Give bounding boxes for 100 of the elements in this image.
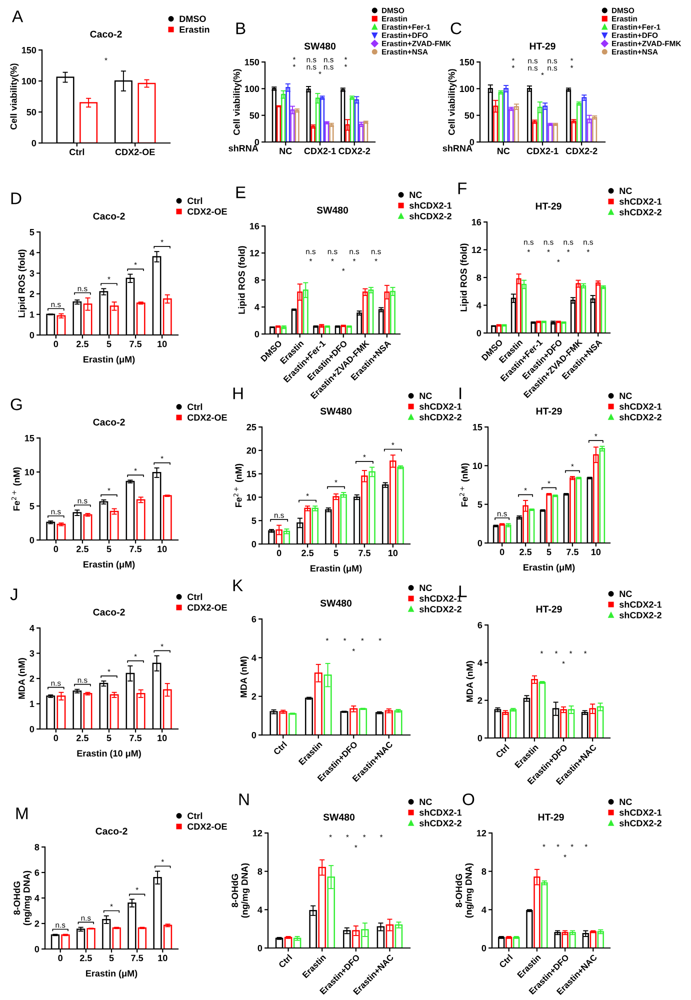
x-tick-label: NC (498, 148, 510, 154)
legend-label: shCDX2-2 (619, 612, 662, 618)
x-tick-label: 7.5 (131, 954, 144, 962)
chart-title: SW480 (304, 42, 336, 50)
x-tick-label: 2.5 (76, 340, 88, 348)
x-axis-title: Erastin (μM) (310, 564, 362, 574)
y-tick-label: 4 (478, 660, 482, 666)
text: O (462, 793, 474, 806)
y-tick-label: 150 (460, 58, 474, 66)
x-tick-label: 2.5 (520, 548, 532, 556)
chart-title: SW480 (320, 408, 352, 415)
y-tick-label: 8 (254, 276, 260, 284)
y-tick-label: 20 (246, 447, 256, 454)
bar (56, 524, 66, 540)
x-tick-label: 10 (158, 340, 167, 348)
y-tick-label: 2 (30, 675, 34, 682)
y-tick-label: 15 (472, 424, 482, 430)
x-tick-label: 5 (106, 734, 112, 742)
x-tick-label: 5 (109, 954, 114, 962)
legend-label: Ctrl (188, 403, 202, 410)
legend-label: shCDX2-2 (619, 208, 662, 216)
legend-label: Ctrl (188, 812, 202, 820)
x-tick-label: 10 (158, 734, 167, 742)
y-tick-label: 2 (252, 693, 256, 700)
y-axis-title: MDA (nM) (18, 658, 27, 699)
y-tick-label: 16 (472, 218, 482, 226)
y-tick-label: 0 (476, 330, 482, 336)
y-tick-label: 50 (250, 112, 260, 119)
x-tick-label: 10 (158, 954, 168, 962)
y-tick-label: 4 (30, 250, 34, 256)
y-tick-label: 150 (244, 58, 260, 66)
legend-label: shCDX2-2 (419, 606, 462, 612)
chart-title: SW480 (323, 814, 355, 821)
chart-title: Caco-2 (90, 30, 122, 38)
y-tick-label: 12 (476, 830, 486, 836)
x-tick-label: CDX2-1 (526, 148, 558, 154)
y-tick-label: 0 (478, 540, 482, 546)
bar (136, 499, 146, 540)
y-tick-label: 0 (32, 140, 36, 146)
y-tick-label: 15 (246, 470, 256, 478)
y-tick-label: 0 (34, 946, 40, 952)
chart-title: SW480 (316, 206, 348, 214)
y-tick-label: 10 (246, 494, 256, 501)
y-tick-label: 2 (478, 697, 482, 704)
text: C (450, 22, 462, 34)
y-tick-label: 4 (476, 302, 482, 309)
y-axis-title: Fe$^{2+}$ (nM) (460, 463, 470, 507)
x-tick-label: 0 (58, 954, 62, 962)
x-axis-title: shRNA (228, 144, 258, 152)
y-tick-label: 6 (252, 616, 256, 622)
legend-label: CDX2-OE (188, 823, 227, 830)
y-axis-title: Cell viability(%) (10, 64, 19, 130)
y-tick-label: 0 (30, 332, 34, 338)
y-tick-label: 5 (478, 501, 482, 508)
y-tick-label: 100 (22, 78, 36, 84)
y-tick-label: 4 (254, 304, 260, 310)
text: N (239, 794, 249, 806)
y-axis-title: 8-OHdG (ng/mg DNA) (455, 863, 474, 918)
bar (162, 495, 172, 540)
x-tick-label: 5 (106, 340, 112, 348)
y-axis-title: MDA (nM) (240, 656, 249, 698)
y-tick-label: 0 (30, 726, 34, 732)
y-tick-label: 3 (30, 650, 34, 657)
y-tick-label: 4 (34, 895, 40, 902)
x-tick-label: 7.5 (566, 548, 578, 556)
bar (112, 927, 121, 949)
y-axis-title: Cell viability(%) (233, 69, 242, 135)
legend-label: shCDX2-1 (619, 403, 662, 410)
y-tick-label: 5 (30, 503, 34, 510)
x-tick-label: 2.5 (80, 954, 92, 962)
x-tick-label: CDX2-OE (115, 148, 155, 156)
y-tick-label: 15 (24, 435, 34, 442)
bar (110, 694, 119, 729)
x-tick-label: 10 (591, 548, 601, 556)
y-axis-title: Lipid ROS (fold) (18, 250, 27, 318)
chart-title: HT-29 (530, 42, 556, 50)
text: D (11, 192, 22, 204)
text: I (460, 388, 462, 400)
bar (56, 315, 66, 335)
x-tick-label: Ctrl (272, 740, 288, 756)
x-tick-label: Ctrl (278, 954, 292, 968)
legend-label: Ctrl (188, 197, 202, 204)
y-tick-label: 0 (470, 138, 474, 146)
legend-label: CDX2-OE (188, 414, 227, 421)
y-axis-title: 8-OHdG (ng/mg DNA) (13, 870, 32, 926)
chart-title: Caco-2 (93, 608, 125, 616)
text: H (233, 388, 243, 400)
y-tick-label: 12 (250, 250, 260, 256)
x-tick-label: 2.5 (76, 734, 88, 742)
x-tick-label: 0 (500, 548, 504, 556)
bar (80, 102, 98, 143)
x-axis-title: Erastin (μM) (86, 970, 138, 978)
chart-title: HT-29 (536, 202, 562, 210)
legend-label: CDX2-OE (188, 604, 227, 611)
x-tick-label: CDX2-2 (338, 148, 370, 154)
y-axis-title: Lipid ROS (fold) (238, 246, 247, 314)
x-tick-label: Ctrl (498, 954, 513, 968)
legend-label: NC (420, 584, 432, 592)
x-tick-label: Ctrl (495, 744, 510, 758)
bar (110, 306, 119, 335)
